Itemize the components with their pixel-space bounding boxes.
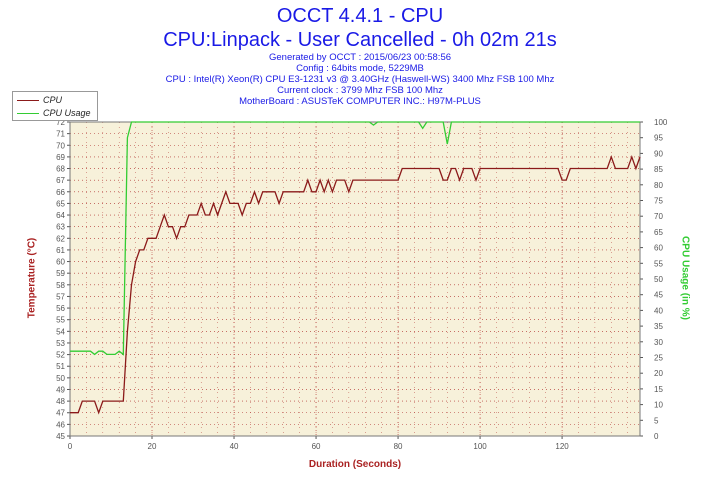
chart-legend: CPU CPU Usage (12, 91, 98, 121)
plot-area (70, 122, 640, 436)
y-right-tick-label: 75 (654, 197, 663, 206)
y-right-tick-label: 55 (654, 259, 663, 268)
y-left-tick-label: 53 (56, 339, 65, 348)
y-left-tick-label: 71 (56, 130, 65, 139)
y-right-tick-label: 0 (654, 432, 659, 441)
info-motherboard: MotherBoard : ASUSTeK COMPUTER INC.: H97… (239, 96, 481, 107)
y-left-tick-label: 56 (56, 304, 65, 313)
y-right-tick-label: 25 (654, 354, 663, 363)
y-right-tick-label: 50 (654, 275, 663, 284)
y-left-tick-label: 67 (56, 176, 65, 185)
y-right-tick-label: 5 (654, 416, 659, 425)
y-right-tick-label: 20 (654, 369, 663, 378)
y-axis-right-label: CPU Usage (in %) (679, 236, 691, 320)
legend-label-cpu: CPU (43, 95, 63, 105)
y-right-tick-label: 95 (654, 134, 663, 143)
y-left-tick-label: 60 (56, 258, 65, 267)
y-right-tick-label: 35 (654, 322, 663, 331)
y-left-tick-label: 48 (56, 397, 65, 406)
y-left-tick-label: 46 (56, 420, 65, 429)
info-config: Config : 64bits mode, 5229MB (296, 63, 424, 74)
chart-header: OCCT 4.4.1 - CPU CPU:Linpack - User Canc… (0, 4, 720, 107)
y-left-tick-label: 68 (56, 165, 65, 174)
legend-label-cpu-usage: CPU Usage (43, 108, 91, 118)
y-left-tick-label: 57 (56, 292, 65, 301)
y-right-tick-label: 45 (654, 291, 663, 300)
chart-title: OCCT 4.4.1 - CPU (276, 5, 444, 27)
x-tick-label: 20 (148, 442, 157, 451)
info-cpu: CPU : Intel(R) Xeon(R) CPU E3-1231 v3 @ … (165, 74, 555, 85)
x-axis-label: Duration (Seconds) (308, 459, 402, 470)
chart-subtitle: CPU:Linpack - User Cancelled - 0h 02m 21… (163, 29, 557, 51)
y-right-tick-label: 70 (654, 212, 663, 221)
y-right-tick-label: 100 (654, 118, 668, 127)
legend-swatch-cpu-usage (17, 113, 39, 114)
y-right-tick-label: 90 (654, 149, 663, 158)
y-right-tick-label: 60 (654, 244, 663, 253)
y-left-tick-label: 62 (56, 234, 65, 243)
y-left-tick-label: 52 (56, 351, 65, 360)
y-right-tick-label: 10 (654, 401, 663, 410)
y-left-tick-label: 64 (56, 211, 65, 220)
y-left-tick-label: 51 (56, 362, 65, 371)
y-left-tick-label: 70 (56, 141, 65, 150)
y-left-tick-label: 65 (56, 199, 65, 208)
y-left-tick-label: 59 (56, 269, 65, 278)
series-line-cpu-usage (70, 121, 640, 356)
y-right-tick-label: 15 (654, 385, 663, 394)
legend-swatch-cpu (17, 100, 39, 101)
info-clock: Current clock : 3799 Mhz FSB 100 Mhz (277, 85, 443, 96)
y-left-tick-label: 72 (56, 118, 65, 127)
y-left-tick-label: 61 (56, 246, 65, 255)
x-tick-label: 60 (312, 442, 321, 451)
y-left-tick-label: 58 (56, 281, 65, 290)
y-left-tick-label: 50 (56, 374, 65, 383)
y-left-tick-label: 69 (56, 153, 65, 162)
y-left-tick-label: 47 (56, 409, 65, 418)
y-right-tick-label: 85 (654, 165, 663, 174)
series-line-cpu (70, 154, 641, 415)
y-right-tick-label: 65 (654, 228, 663, 237)
y-left-tick-label: 54 (56, 327, 65, 336)
y-left-tick-label: 63 (56, 223, 65, 232)
y-right-tick-label: 30 (654, 338, 663, 347)
y-left-tick-label: 66 (56, 188, 65, 197)
x-tick-label: 100 (473, 442, 487, 451)
x-tick-label: 40 (230, 442, 239, 451)
info-generated: Generated by OCCT : 2015/06/23 00:58:56 (268, 52, 452, 63)
y-left-tick-label: 49 (56, 385, 65, 394)
x-tick-label: 0 (68, 442, 73, 451)
x-tick-label: 120 (555, 442, 569, 451)
y-right-tick-label: 80 (654, 181, 663, 190)
y-right-tick-label: 40 (654, 306, 663, 315)
y-left-tick-label: 55 (56, 316, 65, 325)
y-left-tick-label: 45 (56, 432, 65, 441)
y-axis-left-label: Temperature (°C) (26, 237, 38, 319)
x-tick-label: 80 (394, 442, 403, 451)
